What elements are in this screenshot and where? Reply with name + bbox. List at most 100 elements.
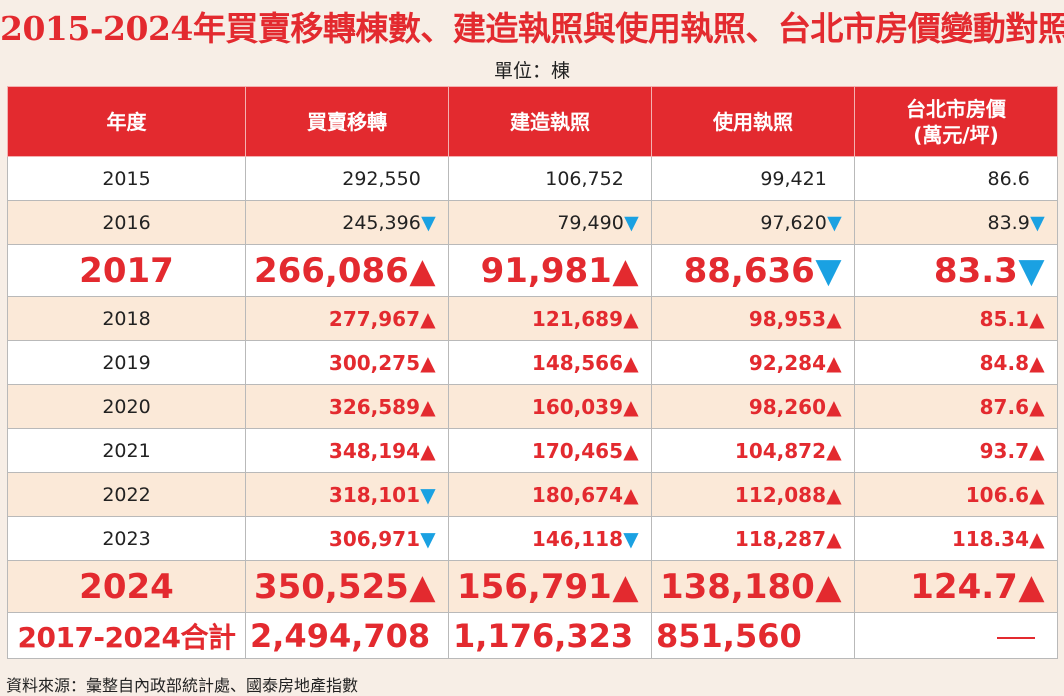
arrow-up-icon: ▲ xyxy=(420,438,436,463)
cell-value: 85.1 xyxy=(979,306,1029,331)
cell-value: 88,636 xyxy=(683,250,815,291)
value-cell: 84.8▲ xyxy=(854,340,1058,385)
table-row: 2017 266,086▲ 91,981▲ 88,636▼ 83.3▼ xyxy=(7,244,1058,297)
cell-value: 146,118 xyxy=(531,526,623,551)
value-cell: 148,566▲ xyxy=(448,340,652,385)
value-cell: 121,689▲ xyxy=(448,296,652,341)
total-row: 2017-2024合計 2,494,708 1,176,323 851,560 xyxy=(7,612,1058,659)
cell-value: 98,953 xyxy=(748,306,826,331)
cell-value: 121,689 xyxy=(531,306,623,331)
arrow-up-icon: ▲ xyxy=(420,394,436,419)
value-cell: 277,967▲ xyxy=(245,296,449,341)
year-cell: 2022 xyxy=(7,472,246,517)
year-cell: 2016 xyxy=(7,200,246,245)
cell-value: 92,284 xyxy=(748,350,826,375)
header-year: 年度 xyxy=(7,86,246,157)
header-transfers: 買賣移轉 xyxy=(245,86,449,157)
arrow-down-icon: ▼ xyxy=(420,526,436,551)
year-cell: 2019 xyxy=(7,340,246,385)
value-cell: 98,260▲ xyxy=(651,384,855,429)
cell-value: 83.3 xyxy=(933,250,1018,291)
cell-value: 83.9 xyxy=(987,211,1030,234)
arrow-up-icon: ▲ xyxy=(623,482,639,507)
arrow-up-icon: ▲ xyxy=(826,306,842,331)
value-cell: 85.1▲ xyxy=(854,296,1058,341)
arrow-up-icon: ▲ xyxy=(420,306,436,331)
arrow-down-icon: ▼ xyxy=(420,482,436,507)
value-cell: 93.7▲ xyxy=(854,428,1058,473)
arrow-up-icon: ▲ xyxy=(612,566,639,607)
arrow-up-icon: ▲ xyxy=(623,350,639,375)
table-row: 2023 306,971▼ 146,118▼ 118,287▲ 118.34▲ xyxy=(7,516,1058,561)
value-cell: 106,752▲ xyxy=(448,156,652,201)
table-row: 2019 300,275▲ 148,566▲ 92,284▲ 84.8▲ xyxy=(7,340,1058,385)
value-cell: 79,490▼ xyxy=(448,200,652,245)
year-cell: 2021 xyxy=(7,428,246,473)
arrow-up-icon: ▲ xyxy=(409,250,436,291)
value-cell: 300,275▲ xyxy=(245,340,449,385)
cell-value: 84.8 xyxy=(979,350,1029,375)
arrow-up-icon: ▲ xyxy=(1018,566,1045,607)
arrow-up-icon: ▲ xyxy=(1029,394,1045,419)
cell-value: 93.7 xyxy=(979,438,1029,463)
value-cell: 99,421▲ xyxy=(651,156,855,201)
value-cell: 118.34▲ xyxy=(854,516,1058,561)
arrow-down-icon: ▼ xyxy=(623,526,639,551)
cell-value: 160,039 xyxy=(531,394,623,419)
arrow-up-icon: ▲ xyxy=(612,250,639,291)
cell-value: 98,260 xyxy=(748,394,826,419)
data-table: 年度 買賣移轉 建造執照 使用執照 台北市房價 (萬元/坪) 2015 292,5… xyxy=(7,86,1058,659)
total-value: 851,560 xyxy=(651,612,855,659)
value-cell: 156,791▲ xyxy=(448,560,652,613)
arrow-up-icon: ▲ xyxy=(826,482,842,507)
arrow-up-icon: ▲ xyxy=(826,394,842,419)
cell-value: 118.34 xyxy=(951,526,1029,551)
value-cell: 87.6▲ xyxy=(854,384,1058,429)
value-cell: 112,088▲ xyxy=(651,472,855,517)
arrow-up-icon: ▲ xyxy=(826,526,842,551)
total-label: 2017-2024合計 xyxy=(7,612,246,659)
year-cell: 2017 xyxy=(7,244,246,297)
value-cell: 124.7▲ xyxy=(854,560,1058,613)
cell-value: 138,180 xyxy=(659,566,815,607)
table-row: 2016 245,396▼ 79,490▼ 97,620▼ 83.9▼ xyxy=(7,200,1058,245)
value-cell: 83.3▼ xyxy=(854,244,1058,297)
value-cell: 160,039▲ xyxy=(448,384,652,429)
dash-icon xyxy=(997,636,1035,639)
arrow-down-icon: ▼ xyxy=(1030,211,1045,234)
year-cell: 2020 xyxy=(7,384,246,429)
value-cell: 91,981▲ xyxy=(448,244,652,297)
arrow-up-icon: ▲ xyxy=(1029,526,1045,551)
cell-value: 86.6 xyxy=(987,167,1030,190)
table-row: 2022 318,101▼ 180,674▲ 112,088▲ 106.6▲ xyxy=(7,472,1058,517)
total-empty-cell xyxy=(854,612,1058,659)
arrow-up-icon: ▲ xyxy=(420,350,436,375)
arrow-up-icon: ▲ xyxy=(826,350,842,375)
value-cell: 245,396▼ xyxy=(245,200,449,245)
arrow-up-icon: ▲ xyxy=(826,438,842,463)
cell-value: 156,791 xyxy=(456,566,612,607)
cell-value: 97,620 xyxy=(760,211,827,234)
value-cell: 97,620▼ xyxy=(651,200,855,245)
arrow-down-icon: ▼ xyxy=(421,211,436,234)
cell-value: 350,525 xyxy=(253,566,409,607)
cell-value: 79,490 xyxy=(557,211,624,234)
arrow-up-icon: ▲ xyxy=(409,566,436,607)
cell-value: 348,194 xyxy=(328,438,420,463)
arrow-up-icon: ▲ xyxy=(1029,350,1045,375)
total-value: 2,494,708 xyxy=(245,612,449,659)
value-cell: 180,674▲ xyxy=(448,472,652,517)
table-row: 2024 350,525▲ 156,791▲ 138,180▲ 124.7▲ xyxy=(7,560,1058,613)
value-cell: 86.6▲ xyxy=(854,156,1058,201)
cell-value: 106.6 xyxy=(965,482,1029,507)
cell-value: 292,550 xyxy=(342,167,421,190)
value-cell: 92,284▲ xyxy=(651,340,855,385)
total-value: 1,176,323 xyxy=(448,612,652,659)
cell-value: 106,752 xyxy=(545,167,624,190)
cell-value: 118,287 xyxy=(734,526,826,551)
page-title: 2015-2024年買賣移轉棟數、建造執照與使用執照、台北市房價變動對照表 xyxy=(0,9,1064,48)
arrow-up-icon: ▲ xyxy=(623,394,639,419)
value-cell: 292,550▲ xyxy=(245,156,449,201)
value-cell: 98,953▲ xyxy=(651,296,855,341)
